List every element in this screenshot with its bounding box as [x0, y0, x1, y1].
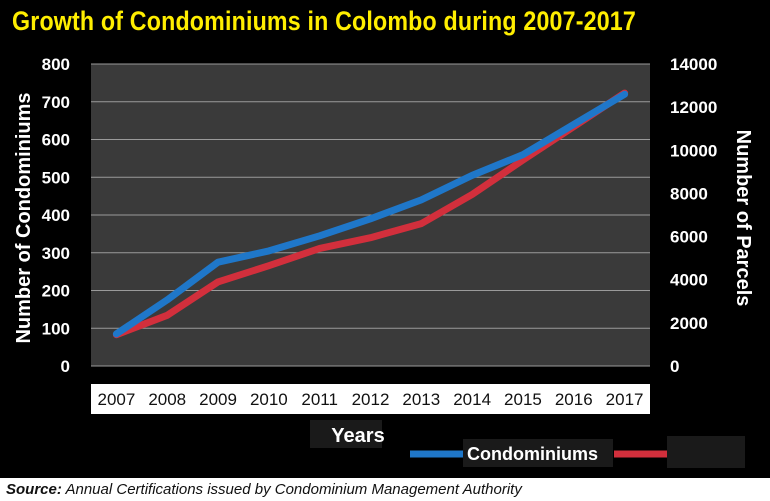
point-parcels [369, 236, 372, 240]
y2-tick-label: 6000 [670, 228, 708, 247]
point-condominiums [318, 234, 322, 238]
x-tick-label: 2013 [402, 390, 440, 409]
y2-tick-label: 12000 [670, 98, 717, 117]
point-parcels [419, 222, 423, 226]
y-tick-label: 400 [42, 206, 70, 225]
source-text: Annual Certifications issued by Condomin… [65, 481, 522, 498]
x-tick-label: 2015 [504, 390, 542, 409]
y-tick-label: 800 [42, 55, 70, 74]
x-tick-label: 2011 [301, 390, 338, 409]
x-tick-label: 2016 [555, 390, 593, 409]
point-condominiums [267, 249, 271, 253]
point-condominiums [216, 260, 220, 264]
y2-tick-label: 0 [670, 357, 679, 376]
chart-title: Growth of Condominiums in Colombo during… [12, 6, 636, 36]
x-tick-label: 2014 [453, 390, 491, 409]
y2-tick-label: 2000 [670, 314, 708, 333]
point-condominiums [470, 173, 474, 177]
left-axis-ticks: 0 100 200 300 400 500 600 700 800 [42, 55, 70, 376]
legend-label-box-condominiums [463, 439, 613, 467]
point-parcels [216, 280, 220, 284]
point-parcels [521, 158, 525, 162]
y2-tick-label: 14000 [670, 55, 717, 74]
series-lines [112, 89, 629, 339]
legend: Condominiums [410, 436, 745, 468]
x-axis-band [91, 384, 650, 414]
source-note: Source: Annual Certifications issued by … [6, 481, 522, 498]
x-axis: 2007 2008 2009 2010 2011 2012 2013 2014 2015 2016… [91, 384, 650, 414]
x-tick-label: 2012 [352, 390, 390, 409]
y2-tick-label: 8000 [670, 184, 708, 203]
y-tick-label: 700 [42, 93, 70, 112]
source-label: Source: [6, 481, 62, 498]
point-condominiums [521, 153, 525, 157]
point-parcels [165, 313, 169, 317]
point-condominiums [419, 198, 423, 202]
legend-label-box-parcels [667, 436, 745, 468]
x-tick-label: 2010 [250, 390, 288, 409]
y-tick-label: 300 [42, 244, 70, 263]
y-tick-label: 600 [42, 131, 70, 150]
y-tick-label: 0 [61, 357, 70, 376]
x-tick-label: 2017 [606, 390, 644, 409]
point-parcels [470, 193, 474, 197]
point-condominiums [572, 122, 576, 126]
point-condominiums [114, 332, 118, 336]
x-axis-label: Years [331, 425, 384, 447]
x-axis-label-box [310, 420, 382, 448]
point-condominiums [623, 92, 627, 96]
y-axis-label: Number of Condominiums [13, 92, 35, 343]
y-tick-label: 100 [42, 319, 70, 338]
point-parcels [318, 246, 322, 250]
point-parcels [267, 264, 271, 268]
y2-tick-label: 10000 [670, 141, 717, 160]
y-tick-label: 200 [42, 282, 70, 301]
x-tick-label: 2009 [199, 390, 237, 409]
point-condominiums [369, 217, 372, 221]
y2-tick-label: 4000 [670, 271, 708, 290]
chart-svg: 0 100 200 300 400 500 600 700 800 0 2000 4000 6000 8… [13, 55, 754, 468]
y2-axis-label: Number of Parcels [732, 130, 754, 307]
x-tick-label: 2007 [97, 390, 135, 409]
right-axis-ticks: 0 2000 4000 6000 8000 10000 12000 14000 [670, 55, 717, 376]
y-tick-label: 500 [42, 168, 70, 187]
legend-label-condominiums: Condominiums [467, 444, 598, 464]
point-condominiums [165, 298, 169, 302]
chart-panel: Growth of Condominiums in Colombo during… [0, 0, 770, 478]
x-tick-label: 2008 [148, 390, 186, 409]
